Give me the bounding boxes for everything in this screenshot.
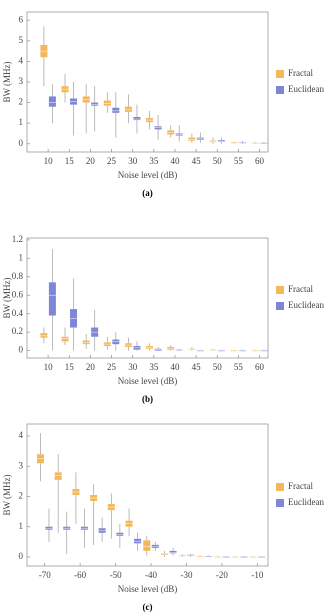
box xyxy=(124,106,132,112)
legend-swatch xyxy=(276,499,284,507)
box xyxy=(61,336,69,342)
x-tick-label: -30 xyxy=(180,570,192,580)
x-tick-label: 20 xyxy=(86,156,96,166)
x-tick-label: 25 xyxy=(107,156,117,166)
y-tick-label: 3 xyxy=(19,460,24,470)
x-tick-label: 25 xyxy=(107,362,117,372)
legend-label: Euclidean xyxy=(288,497,324,507)
x-tick-label: 45 xyxy=(192,156,202,166)
x-tick-label: -50 xyxy=(110,570,122,580)
legend-swatch xyxy=(276,86,284,94)
x-tick-label: 45 xyxy=(192,362,202,372)
y-tick-label: 1 xyxy=(19,252,24,262)
x-tick-label: 35 xyxy=(149,362,159,372)
x-tick-label: 20 xyxy=(86,362,96,372)
box xyxy=(209,140,217,143)
x-tick-label: 30 xyxy=(128,362,138,372)
legend-label: Euclidean xyxy=(288,300,324,310)
y-tick-label: 2 xyxy=(19,97,24,107)
x-tick-label: 40 xyxy=(170,156,180,166)
legend-swatch xyxy=(276,302,284,310)
x-tick-label: 50 xyxy=(213,362,223,372)
box xyxy=(103,100,111,106)
caption: (c) xyxy=(143,602,153,612)
legend-label: Fractal xyxy=(288,284,313,294)
box xyxy=(48,96,56,107)
box xyxy=(91,102,99,106)
y-tick-label: 1 xyxy=(19,117,24,127)
x-tick-label: 50 xyxy=(213,156,223,166)
y-axis-label: BW (MHz) xyxy=(2,277,12,318)
y-tick-label: 0.2 xyxy=(12,326,23,336)
legend-swatch xyxy=(276,483,284,491)
plot-frame xyxy=(26,423,269,567)
x-tick-label: 30 xyxy=(128,156,138,166)
legend-swatch xyxy=(276,70,284,78)
y-tick-label: 5 xyxy=(19,35,24,45)
legend-label: Euclidean xyxy=(288,84,324,94)
x-tick-label: 60 xyxy=(255,156,265,166)
x-tick-label: -40 xyxy=(145,570,157,580)
x-tick-label: 55 xyxy=(234,156,244,166)
box xyxy=(143,540,151,551)
plot-frame xyxy=(26,11,269,153)
legend-label: Fractal xyxy=(288,481,313,491)
x-axis-label: Noise level (dB) xyxy=(118,584,177,594)
x-tick-label: 40 xyxy=(170,362,180,372)
box xyxy=(188,137,196,141)
y-tick-label: 3 xyxy=(19,76,24,86)
plot-frame xyxy=(26,237,269,359)
y-tick-label: 0 xyxy=(19,345,24,355)
x-tick-label: 35 xyxy=(149,156,159,166)
x-axis-label: Noise level (dB) xyxy=(118,170,177,180)
box xyxy=(40,333,48,338)
box xyxy=(112,339,120,345)
box xyxy=(48,282,56,316)
y-tick-label: 1.2 xyxy=(12,234,23,244)
y-tick-label: 4 xyxy=(19,430,24,440)
box xyxy=(112,107,120,113)
caption: (a) xyxy=(142,188,153,198)
x-tick-label: -60 xyxy=(74,570,86,580)
x-tick-label: -70 xyxy=(39,570,51,580)
y-tick-label: 1 xyxy=(19,521,24,531)
x-tick-label: 60 xyxy=(255,362,265,372)
x-axis-label: Noise level (dB) xyxy=(118,376,177,386)
x-tick-label: 10 xyxy=(44,362,54,372)
x-tick-label: 15 xyxy=(65,156,75,166)
x-tick-label: 10 xyxy=(44,156,54,166)
legend-swatch xyxy=(276,286,284,294)
y-tick-label: 0 xyxy=(19,138,24,148)
y-tick-label: 6 xyxy=(19,14,24,24)
legend-label: Fractal xyxy=(288,68,313,78)
x-tick-label: 55 xyxy=(234,362,244,372)
caption: (b) xyxy=(142,394,153,404)
y-tick-label: 0.8 xyxy=(12,271,24,281)
y-tick-label: 4 xyxy=(19,55,24,65)
y-tick-label: 0 xyxy=(19,551,24,561)
y-tick-label: 2 xyxy=(19,491,24,501)
y-tick-label: 0.6 xyxy=(12,289,24,299)
box xyxy=(54,472,62,480)
y-axis-label: BW (MHz) xyxy=(2,474,12,515)
x-tick-label: 15 xyxy=(65,362,75,372)
y-axis-label: BW (MHz) xyxy=(2,61,12,102)
x-tick-label: -20 xyxy=(216,570,228,580)
box xyxy=(169,550,177,554)
y-tick-label: 0.4 xyxy=(12,308,24,318)
x-tick-label: -10 xyxy=(251,570,263,580)
box xyxy=(133,117,141,121)
